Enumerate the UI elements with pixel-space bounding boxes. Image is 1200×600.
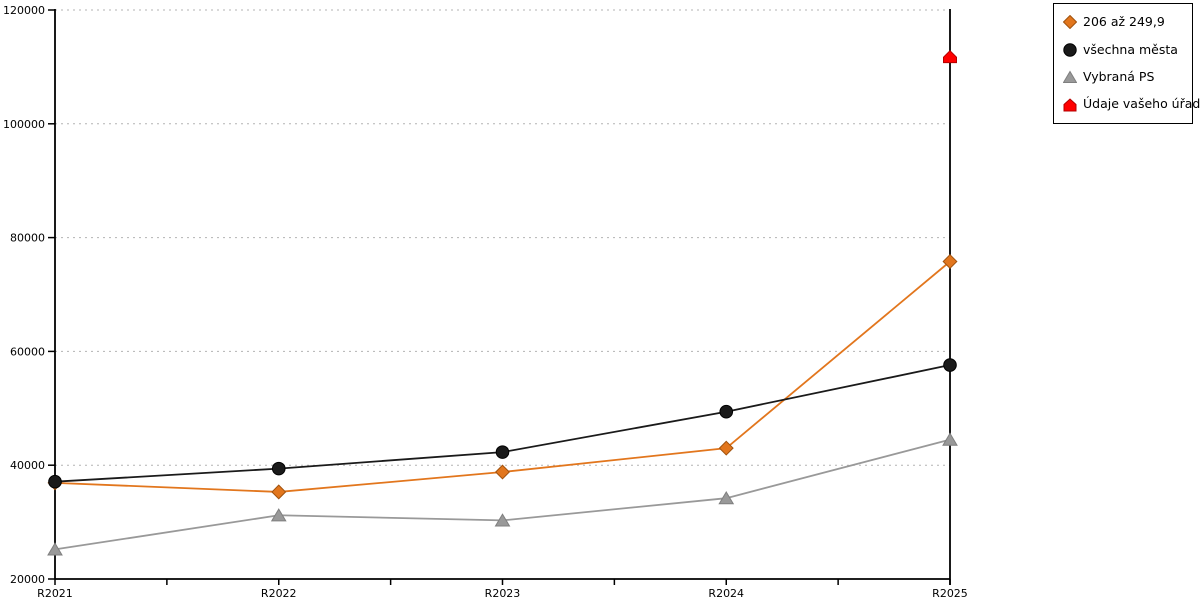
legend-item-vybrana-ps: Vybraná PS	[1063, 68, 1192, 86]
legend-label: Vybraná PS	[1083, 68, 1155, 84]
house-marker-icon	[1063, 97, 1077, 112]
svg-text:40000: 40000	[10, 459, 45, 472]
legend-label: Údaje vašeho úřadu	[1083, 96, 1200, 112]
legend-item-vsechna-mesta: všechna města	[1063, 41, 1192, 59]
svg-text:60000: 60000	[10, 345, 45, 358]
diamond-icon	[1063, 15, 1077, 30]
triangle-icon	[1063, 70, 1077, 84]
svg-text:120000: 120000	[3, 4, 45, 17]
svg-text:20000: 20000	[10, 573, 45, 586]
chart-legend: 206 až 249,9 všechna města Vybraná PS Úd…	[1053, 3, 1200, 124]
circle-icon	[1063, 43, 1077, 57]
legend-label: 206 až 249,9	[1083, 14, 1165, 30]
svg-text:R2022: R2022	[261, 587, 297, 600]
legend-label: všechna města	[1083, 41, 1178, 57]
svg-text:100000: 100000	[3, 118, 45, 131]
svg-text:R2021: R2021	[37, 587, 73, 600]
svg-text:R2025: R2025	[932, 587, 968, 600]
legend-item-udaje-vaseho-uradu: Údaje vašeho úřadu	[1063, 96, 1200, 114]
svg-text:R2024: R2024	[708, 587, 744, 600]
legend-item-206-az-249: 206 až 249,9	[1063, 13, 1192, 31]
svg-text:R2023: R2023	[485, 587, 521, 600]
svg-text:80000: 80000	[10, 232, 45, 245]
